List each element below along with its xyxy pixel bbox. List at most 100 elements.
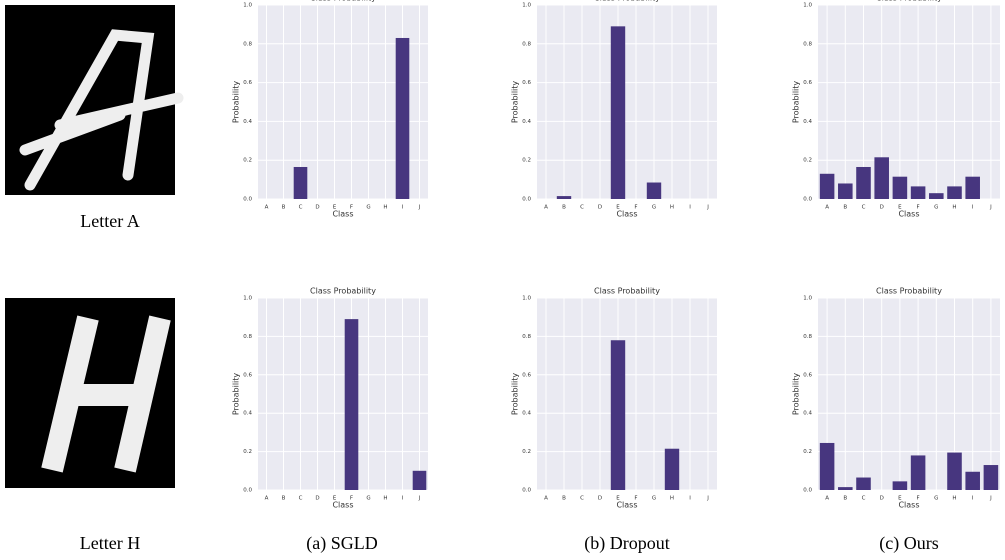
bar-chart: 0.0 0.2 0.4 0.6 0.8 1.0 A B C D E F G H I J Class Probab… <box>792 0 1000 219</box>
bar-chart: 0.0 0.2 0.4 0.6 0.8 1.0 A B C D E F G H I J Class Probab… <box>792 287 1000 510</box>
x-tick-label: E <box>616 496 620 502</box>
x-tick-label: H <box>670 496 674 502</box>
chart-title: Class Probability <box>594 287 660 296</box>
x-axis-label: Class <box>332 210 353 219</box>
y-tick-label: 0.8 <box>803 41 812 47</box>
x-tick-label: I <box>972 205 974 211</box>
x-tick-label: G <box>366 496 370 502</box>
plot-background <box>818 5 1000 199</box>
x-tick-label: G <box>934 205 938 211</box>
y-tick-label: 0.6 <box>243 372 252 378</box>
x-tick-label: E <box>898 496 902 502</box>
y-axis-label: Probability <box>232 81 241 124</box>
bar <box>293 166 308 199</box>
image-caption: Letter H <box>80 533 140 553</box>
x-tick-label: F <box>634 205 637 211</box>
bar <box>892 176 908 199</box>
x-tick-label: H <box>383 205 387 211</box>
y-tick-label: 0.0 <box>243 197 252 203</box>
bar <box>344 319 359 490</box>
y-tick-label: 0.6 <box>803 80 812 86</box>
x-axis-label: Class <box>898 210 919 219</box>
x-tick-label: F <box>917 205 920 211</box>
bar <box>892 481 908 490</box>
y-tick-label: 0.6 <box>522 80 531 86</box>
y-tick-label: 1.0 <box>243 3 252 9</box>
bar <box>947 186 962 199</box>
x-tick-label: J <box>989 205 992 211</box>
x-axis-label: Class <box>898 501 919 510</box>
bar <box>646 182 662 199</box>
x-tick-label: B <box>562 496 566 502</box>
chart-title: Class Probability <box>876 0 942 3</box>
y-tick-label: 0.2 <box>243 449 252 455</box>
y-tick-label: 0.4 <box>803 119 812 125</box>
bar <box>874 157 889 199</box>
x-tick-label: H <box>383 496 387 502</box>
y-tick-label: 1.0 <box>803 3 812 9</box>
y-tick-label: 0.8 <box>243 334 252 340</box>
x-tick-label: E <box>333 205 337 211</box>
y-tick-label: 0.6 <box>803 372 812 378</box>
plot-background <box>537 298 717 490</box>
y-tick-label: 0.2 <box>243 158 252 164</box>
bar-chart: 0.0 0.2 0.4 0.6 0.8 1.0 A B C D E F G H I J Class Probab… <box>232 287 428 510</box>
x-tick-label: A <box>825 496 829 502</box>
y-tick-label: 1.0 <box>803 296 812 302</box>
y-axis-label: Probability <box>511 81 520 124</box>
y-tick-label: 0.4 <box>803 411 812 417</box>
x-tick-label: I <box>402 496 404 502</box>
bar <box>929 193 944 199</box>
chart-title: Class Probability <box>310 0 376 3</box>
bar <box>910 455 926 490</box>
x-tick-label: C <box>580 496 584 502</box>
x-tick-label: I <box>972 496 974 502</box>
y-tick-label: 1.0 <box>522 296 531 302</box>
x-tick-label: D <box>315 496 319 502</box>
y-tick-label: 0.0 <box>243 488 252 494</box>
x-tick-label: D <box>598 205 602 211</box>
y-tick-label: 1.0 <box>243 296 252 302</box>
bar <box>664 448 680 490</box>
bar <box>983 465 999 490</box>
bar-chart: 0.0 0.2 0.4 0.6 0.8 1.0 A B C D E F G H I J Class Probab… <box>511 0 717 219</box>
x-tick-label: I <box>402 205 404 211</box>
bar <box>838 183 853 199</box>
y-tick-label: 0.4 <box>243 119 252 125</box>
chart-title: Class Probability <box>310 287 376 296</box>
x-tick-label: B <box>843 496 847 502</box>
letter-h-image <box>5 298 175 488</box>
bar <box>965 176 980 199</box>
letter-a-image <box>5 5 184 195</box>
bar <box>610 340 626 490</box>
bar <box>856 166 871 199</box>
x-tick-label: C <box>580 205 584 211</box>
x-axis-label: Class <box>616 210 637 219</box>
y-tick-label: 0.8 <box>522 41 531 47</box>
bar <box>412 470 427 490</box>
column-caption: (a) SGLD <box>306 533 377 554</box>
bar <box>947 452 962 490</box>
column-caption: (b) Dropout <box>584 533 669 554</box>
x-tick-label: G <box>652 205 656 211</box>
y-tick-label: 0.0 <box>522 197 531 203</box>
x-tick-label: F <box>917 496 920 502</box>
x-tick-label: J <box>418 205 421 211</box>
bar-chart: 0.0 0.2 0.4 0.6 0.8 1.0 A B C D E F G H I J Class Probab… <box>232 0 428 219</box>
y-tick-label: 0.8 <box>803 334 812 340</box>
bar <box>819 173 835 199</box>
bar <box>856 477 871 490</box>
x-tick-label: D <box>315 205 319 211</box>
x-tick-label: J <box>989 496 992 502</box>
bar <box>965 471 980 490</box>
y-tick-label: 0.6 <box>522 372 531 378</box>
x-tick-label: I <box>689 496 691 502</box>
y-tick-label: 0.8 <box>243 41 252 47</box>
plot-background <box>537 5 717 199</box>
x-tick-label: C <box>299 496 303 502</box>
x-tick-label: E <box>898 205 902 211</box>
y-tick-label: 0.2 <box>803 449 812 455</box>
x-tick-label: A <box>544 496 548 502</box>
y-axis-label: Probability <box>232 373 241 416</box>
